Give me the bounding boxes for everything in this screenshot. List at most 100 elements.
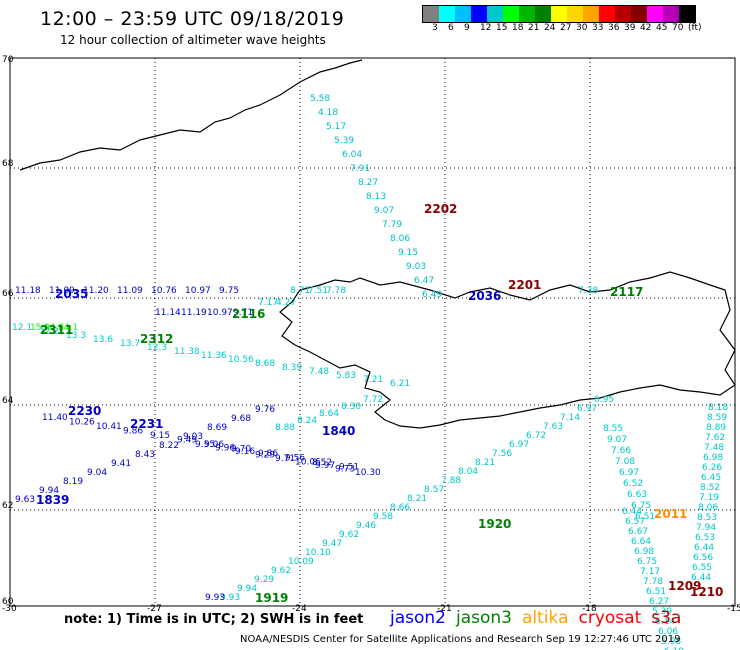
wave-height-label: 7.17 xyxy=(640,567,660,577)
wave-height-label: 9.55 xyxy=(195,440,215,450)
color-scale-label: 9 xyxy=(464,23,470,33)
legend-item-cryosat: cryosat xyxy=(578,608,642,628)
y-tick-label: 62 xyxy=(2,501,13,511)
wave-height-label: 7.48 xyxy=(704,443,724,453)
wave-height-label: 6.52 xyxy=(623,479,643,489)
wave-height-label: 11.38 xyxy=(174,347,200,357)
pass-time-label: 2312 xyxy=(140,332,173,346)
wave-height-label: 8.21 xyxy=(407,494,427,504)
wave-height-label: 9.51 xyxy=(339,463,359,473)
wave-height-label: 9.29 xyxy=(254,575,274,585)
wave-height-label: 8.55 xyxy=(603,424,623,434)
color-scale-bar xyxy=(422,5,696,23)
wave-height-label: 9.03 xyxy=(183,432,203,442)
track-t3: 8.717.517.78 2036 xyxy=(290,286,501,303)
wave-height-label: 9.07 xyxy=(374,206,394,216)
x-tick-label: -21 xyxy=(437,604,452,614)
wave-height-label: 13.6 xyxy=(93,335,113,345)
wave-height-label: 8.06 xyxy=(390,234,410,244)
wave-height-label: 9.16 xyxy=(235,447,255,457)
color-swatch xyxy=(583,6,599,22)
x-tick-label: -24 xyxy=(292,604,307,614)
color-swatch xyxy=(615,6,631,22)
color-swatch xyxy=(679,6,695,22)
wave-height-label: 6.21 xyxy=(390,379,410,389)
wave-height-label: 10.06 xyxy=(295,458,321,468)
wave-height-label: 7.14 xyxy=(560,413,580,423)
pass-time-label: 1210 xyxy=(690,585,723,599)
wave-height-label: 11.36 xyxy=(201,351,227,361)
pass-time-label: 1920 xyxy=(478,517,511,531)
wave-height-label: 6.49 xyxy=(422,290,442,300)
wave-height-label: 8.71 xyxy=(290,286,310,296)
wave-height-label: 6.56 xyxy=(693,553,713,563)
graticule xyxy=(10,58,735,606)
wave-height-label: 9.47 xyxy=(322,539,342,549)
wave-height-label: 10.26 xyxy=(69,418,95,428)
pass-time-label: 2230 xyxy=(68,404,101,418)
wave-height-label: 7.94 xyxy=(696,523,716,533)
track-t18: 1209 xyxy=(668,579,701,593)
pass-time-label: 2311 xyxy=(40,323,73,337)
wave-height-label: 13.3 xyxy=(66,331,86,341)
pass-time-label: 1919 xyxy=(255,591,288,605)
color-swatch xyxy=(455,6,471,22)
color-swatch xyxy=(503,6,519,22)
wave-height-label: 7.72 xyxy=(363,395,383,405)
x-tick-label: -27 xyxy=(147,604,162,614)
wave-height-label: 7.78 xyxy=(326,286,346,296)
color-swatch xyxy=(439,6,455,22)
wave-height-label: 9.07 xyxy=(607,435,627,445)
wave-height-label: 6.75 xyxy=(631,501,651,511)
wave-height-label: 9.58 xyxy=(373,512,393,522)
wave-height-label: 6.97 xyxy=(619,468,639,478)
color-scale-label: 45 xyxy=(656,23,668,33)
wave-height-label: 8.59 xyxy=(707,413,727,423)
wave-height-label: 14.6 xyxy=(44,323,64,333)
x-tick-label: -15 xyxy=(727,604,740,614)
wave-height-label: 9.86 xyxy=(123,427,143,437)
color-scale-label: 70 xyxy=(672,23,684,33)
wave-height-label: 7.21 xyxy=(363,375,383,385)
color-swatch xyxy=(551,6,567,22)
wave-height-label: 6.45 xyxy=(701,473,721,483)
map-footer: NOAA/NESDIS Center for Satellite Applica… xyxy=(240,634,681,645)
wave-height-label: 6.57 xyxy=(625,517,645,527)
track-t14: 8.188.598.897.627.486.986.266.458.527.19… xyxy=(654,403,728,583)
color-scale-label: (ft) xyxy=(688,23,702,33)
wave-height-label: 5.83 xyxy=(336,371,356,381)
color-swatch xyxy=(535,6,551,22)
wave-height-label: 6.26 xyxy=(702,463,722,473)
satellite-legend: jason2 jason3 altika cryosat s3a xyxy=(390,608,691,628)
wave-height-label: 9.62 xyxy=(339,530,359,540)
wave-height-label: 6.27 xyxy=(649,597,669,607)
wave-height-label: 9.96 xyxy=(215,444,235,454)
wave-height-label: 15.9 xyxy=(30,323,50,333)
wave-height-label: 9.93 xyxy=(205,593,225,603)
track-t11: 8.888.248.648.307.72 1840 xyxy=(275,395,383,438)
wave-height-label: 10.76 xyxy=(151,286,177,296)
color-scale-label: 36 xyxy=(608,23,620,33)
wave-height-label: 8.24 xyxy=(297,416,317,426)
wave-height-label: 7.19 xyxy=(699,493,719,503)
color-scale-label: 39 xyxy=(624,23,636,33)
track-t5: 7.174.27 2201 xyxy=(258,278,541,308)
wave-height-label: 9.97 xyxy=(315,461,335,471)
color-scale-label: 33 xyxy=(592,23,604,33)
wave-height-label: 12.1 xyxy=(12,323,32,333)
y-tick-label: 68 xyxy=(2,159,14,169)
wave-height-label: 7.78 xyxy=(643,577,663,587)
wave-height-label: 10.97 xyxy=(207,308,233,318)
color-swatch xyxy=(471,6,487,22)
color-scale-label: 15 xyxy=(496,23,508,33)
wave-height-label: 6.19 xyxy=(664,647,684,650)
wave-height-label: 8.53 xyxy=(697,513,717,523)
wave-height-label: 8.19 xyxy=(63,477,83,487)
pass-time-label: 2116 xyxy=(232,307,265,321)
color-swatch xyxy=(567,6,583,22)
track-t12: 9.63 9.94 8.19 9.04 9.41 8.43 8.22 9.03 8.69 9.68… xyxy=(15,405,275,507)
wave-height-label: 6.97 xyxy=(577,404,597,414)
wave-height-label: 11.18 xyxy=(15,286,41,296)
